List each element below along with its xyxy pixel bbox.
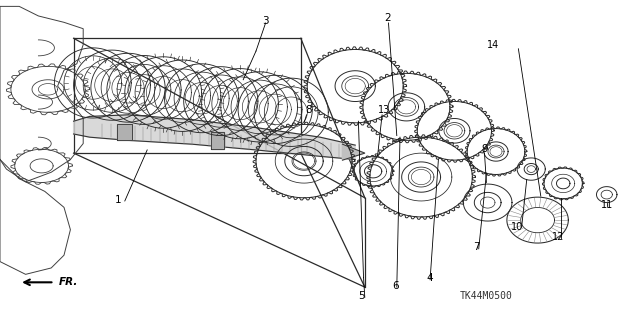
Text: 6: 6 <box>392 281 399 291</box>
Text: 12: 12 <box>552 232 564 242</box>
Text: TK44M0500: TK44M0500 <box>460 292 513 301</box>
Text: 1: 1 <box>115 195 122 204</box>
Polygon shape <box>211 132 224 149</box>
Text: 7: 7 <box>474 242 480 252</box>
Text: 14: 14 <box>486 40 499 50</box>
Polygon shape <box>74 115 355 160</box>
Text: 2: 2 <box>384 13 390 23</box>
Text: 11: 11 <box>600 200 613 210</box>
Text: 10: 10 <box>511 222 524 232</box>
Text: 9: 9 <box>481 144 488 153</box>
Text: 5: 5 <box>358 291 365 301</box>
Text: 4: 4 <box>427 273 433 283</box>
Text: 8: 8 <box>305 105 312 115</box>
Polygon shape <box>117 124 132 140</box>
Text: 13: 13 <box>378 105 390 115</box>
Text: 3: 3 <box>262 16 269 26</box>
Text: FR.: FR. <box>59 277 78 287</box>
Polygon shape <box>342 144 365 160</box>
